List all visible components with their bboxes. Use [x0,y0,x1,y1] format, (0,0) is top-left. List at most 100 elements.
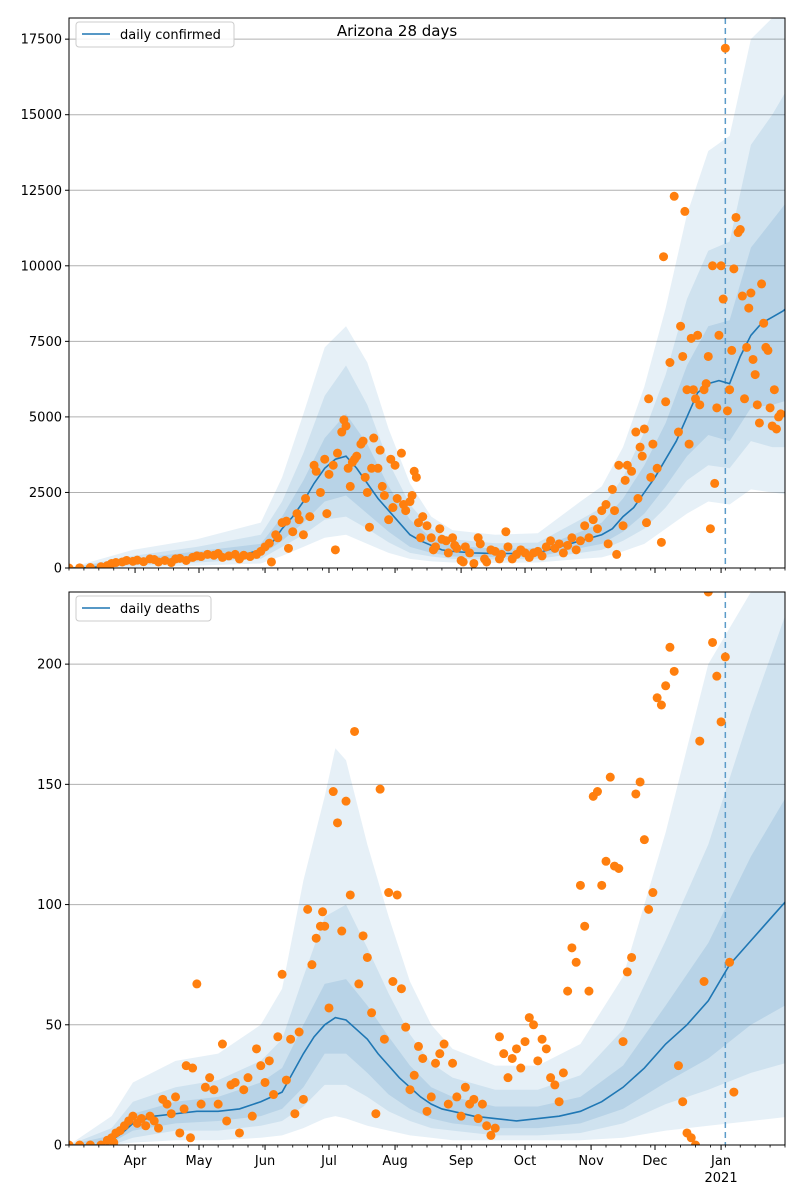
deaths-observed-point [213,1099,223,1109]
deaths-observed-point [635,777,645,787]
confirmed-observed-point [705,524,715,534]
deaths-observed-point [69,1140,74,1145]
confirmed-observed-point [614,460,624,470]
confirmed-observed-point [763,345,773,355]
confirmed-observed-point [612,549,622,559]
confirmed-observed-point [452,543,462,553]
deaths-observed-point [452,1092,462,1102]
deaths-observed-point [260,1077,270,1087]
deaths-observed-point [656,700,666,710]
confirmed-observed-point [264,538,274,548]
confirmed-observed-point [603,539,613,549]
confirmed-observed-point [554,539,564,549]
confirmed-ytick-label: 10000 [21,259,62,274]
confirmed-observed-point [298,530,308,540]
deaths-observed-point [618,1037,628,1047]
deaths-observed-point [729,1087,739,1097]
confirmed-observed-point [720,43,730,53]
deaths-observed-point [273,1032,283,1042]
deaths-ytick-label: 150 [37,778,62,793]
deaths-observed-point [196,1099,206,1109]
confirmed-observed-point [320,454,330,464]
confirmed-observed-point [584,533,594,543]
deaths-median-line [69,900,785,1145]
xtick-label: Jul [320,1154,337,1169]
confirmed-observed-point [475,539,485,549]
deaths-observed-point [333,818,342,828]
xtick-year-label: 2021 [705,1171,738,1186]
deaths-observed-point [401,1022,411,1032]
deaths-observed-point [358,931,368,941]
deaths-observed-point [136,1114,146,1124]
confirmed-observed-point [458,557,468,567]
confirmed-observed-point [315,487,325,497]
deaths-observed-point [592,787,602,797]
deaths-observed-point [716,717,726,727]
confirmed-observed-point [330,545,340,555]
confirmed-observed-point [718,294,728,304]
deaths-observed-point [294,1027,304,1037]
confirmed-observed-point [375,445,385,455]
deaths-observed-point [669,666,679,676]
deaths-observed-point [85,1140,95,1145]
confirmed-observed-point [727,345,737,355]
deaths-observed-point [691,1140,700,1145]
confirmed-observed-point [364,522,374,532]
confirmed-observed-point [735,225,745,235]
deaths-observed-point [324,1003,334,1013]
deaths-observed-point [396,984,406,994]
confirmed-observed-point [69,563,74,568]
confirmed-observed-point [757,279,767,289]
deaths-observed-point [217,1039,227,1049]
confirmed-observed-point [571,545,581,555]
xtick-label: Sep [449,1154,474,1169]
deaths-observed-point [695,736,705,746]
deaths-observed-point [303,904,313,914]
confirmed-observed-point [656,537,666,547]
confirmed-observed-point [546,536,556,546]
deaths-observed-point [286,1034,296,1044]
confirmed-observed-point [345,481,355,491]
deaths-observed-point [290,1109,300,1119]
confirmed-observed-point [776,409,785,419]
deaths-observed-point [209,1085,219,1095]
confirmed-observed-point [635,442,645,452]
deaths-observed-point [354,979,364,989]
confirmed-ytick-label: 5000 [29,410,62,425]
confirmed-legend [75,21,235,48]
confirmed-observed-point [771,424,781,434]
confirmed-observed-point [759,318,769,328]
xtick-label: Nov [578,1154,604,1169]
deaths-observed-point [307,960,317,970]
confirmed-observed-point [631,427,641,437]
confirmed-observed-point [693,330,703,340]
confirmed-observed-point [740,394,750,404]
confirmed-observed-point [362,487,372,497]
confirmed-observed-point [601,500,611,510]
confirmed-observed-point [678,351,688,361]
deaths-observed-point [328,787,338,797]
deaths-observed-point [546,1073,556,1083]
confirmed-observed-point [661,397,671,407]
confirmed-observed-point [396,448,406,458]
deaths-observed-point [486,1130,496,1140]
confirmed-observed-point [567,533,577,543]
deaths-observed-point [456,1111,466,1121]
deaths-observed-point [494,1032,504,1042]
confirmed-ytick-label: 2500 [29,486,62,501]
confirmed-observed-point [722,406,732,416]
deaths-observed-point [371,1109,381,1119]
deaths-observed-point [699,977,709,987]
deaths-observed-point [520,1037,530,1047]
confirmed-observed-point [358,436,368,446]
confirmed-observed-point [725,385,735,395]
deaths-observed-point [661,681,671,691]
confirmed-observed-point [688,385,698,395]
confirmed-observed-point [646,472,656,482]
confirmed-observed-point [618,521,628,531]
deaths-observed-point [405,1085,415,1095]
deaths-observed-point [575,880,585,890]
deaths-observed-point [337,926,347,936]
deaths-observed-point [422,1106,432,1116]
confirmed-observed-point [497,549,507,559]
